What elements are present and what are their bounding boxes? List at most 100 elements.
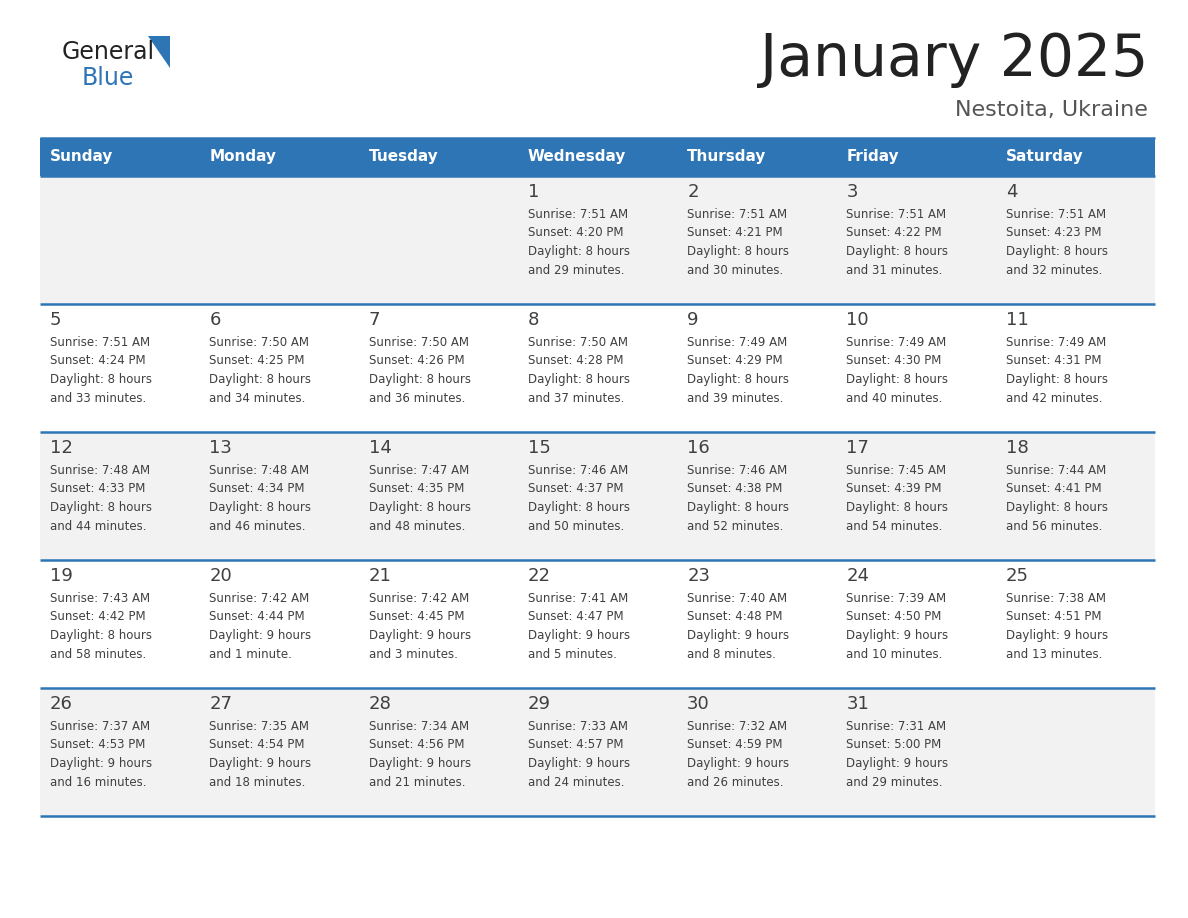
- Text: 20: 20: [209, 567, 232, 585]
- Text: Daylight: 9 hours: Daylight: 9 hours: [687, 757, 789, 770]
- Text: and 58 minutes.: and 58 minutes.: [50, 648, 146, 662]
- Bar: [518, 138, 677, 176]
- Text: Daylight: 8 hours: Daylight: 8 hours: [846, 374, 948, 386]
- Text: 14: 14: [368, 439, 392, 457]
- Text: 31: 31: [846, 695, 870, 713]
- Text: Tuesday: Tuesday: [368, 150, 438, 164]
- Text: Sunset: 4:51 PM: Sunset: 4:51 PM: [1006, 610, 1101, 623]
- Bar: [200, 176, 359, 304]
- Text: Daylight: 8 hours: Daylight: 8 hours: [1006, 501, 1107, 514]
- Text: Blue: Blue: [82, 66, 134, 90]
- Text: and 39 minutes.: and 39 minutes.: [687, 393, 784, 406]
- Text: Sunrise: 7:50 AM: Sunrise: 7:50 AM: [527, 335, 627, 349]
- Text: and 33 minutes.: and 33 minutes.: [50, 393, 146, 406]
- Text: Sunrise: 7:50 AM: Sunrise: 7:50 AM: [209, 335, 309, 349]
- Text: Sunrise: 7:33 AM: Sunrise: 7:33 AM: [527, 720, 627, 733]
- Text: Sunrise: 7:38 AM: Sunrise: 7:38 AM: [1006, 591, 1106, 604]
- Text: Nestoita, Ukraine: Nestoita, Ukraine: [955, 100, 1148, 120]
- Text: Sunset: 4:47 PM: Sunset: 4:47 PM: [527, 610, 624, 623]
- Text: 11: 11: [1006, 311, 1029, 329]
- Text: Sunrise: 7:46 AM: Sunrise: 7:46 AM: [527, 464, 628, 476]
- Text: and 52 minutes.: and 52 minutes.: [687, 521, 784, 533]
- Text: 23: 23: [687, 567, 710, 585]
- Bar: [996, 138, 1155, 176]
- Text: and 42 minutes.: and 42 minutes.: [1006, 393, 1102, 406]
- Text: Thursday: Thursday: [687, 150, 766, 164]
- Bar: [677, 560, 836, 688]
- Bar: [359, 688, 518, 816]
- Text: Sunrise: 7:51 AM: Sunrise: 7:51 AM: [50, 335, 150, 349]
- Text: and 31 minutes.: and 31 minutes.: [846, 264, 943, 277]
- Bar: [518, 432, 677, 560]
- Bar: [677, 304, 836, 432]
- Text: Daylight: 9 hours: Daylight: 9 hours: [846, 630, 948, 643]
- Text: 16: 16: [687, 439, 710, 457]
- Text: 22: 22: [527, 567, 551, 585]
- Text: 10: 10: [846, 311, 870, 329]
- Bar: [677, 688, 836, 816]
- Text: 17: 17: [846, 439, 870, 457]
- Bar: [518, 688, 677, 816]
- Text: and 18 minutes.: and 18 minutes.: [209, 777, 305, 789]
- Bar: [40, 176, 200, 304]
- Text: Sunrise: 7:49 AM: Sunrise: 7:49 AM: [687, 335, 788, 349]
- Text: Sunrise: 7:39 AM: Sunrise: 7:39 AM: [846, 591, 947, 604]
- Text: Sunset: 4:37 PM: Sunset: 4:37 PM: [527, 483, 624, 496]
- Bar: [200, 304, 359, 432]
- Text: Sunset: 4:45 PM: Sunset: 4:45 PM: [368, 610, 465, 623]
- Text: General: General: [62, 40, 156, 64]
- Text: and 10 minutes.: and 10 minutes.: [846, 648, 943, 662]
- Text: Sunrise: 7:45 AM: Sunrise: 7:45 AM: [846, 464, 947, 476]
- Bar: [40, 688, 200, 816]
- Text: Sunset: 4:28 PM: Sunset: 4:28 PM: [527, 354, 624, 367]
- Text: Daylight: 9 hours: Daylight: 9 hours: [687, 630, 789, 643]
- Text: 6: 6: [209, 311, 221, 329]
- Text: Sunset: 5:00 PM: Sunset: 5:00 PM: [846, 738, 942, 752]
- Text: and 30 minutes.: and 30 minutes.: [687, 264, 783, 277]
- Text: and 48 minutes.: and 48 minutes.: [368, 521, 465, 533]
- Bar: [518, 560, 677, 688]
- Bar: [200, 688, 359, 816]
- Text: 1: 1: [527, 183, 539, 201]
- Text: Sunset: 4:59 PM: Sunset: 4:59 PM: [687, 738, 783, 752]
- Bar: [359, 304, 518, 432]
- Bar: [836, 432, 996, 560]
- Text: Sunset: 4:24 PM: Sunset: 4:24 PM: [50, 354, 146, 367]
- Text: Sunset: 4:39 PM: Sunset: 4:39 PM: [846, 483, 942, 496]
- Text: 19: 19: [50, 567, 72, 585]
- Text: Daylight: 8 hours: Daylight: 8 hours: [209, 501, 311, 514]
- Text: and 5 minutes.: and 5 minutes.: [527, 648, 617, 662]
- Text: Daylight: 8 hours: Daylight: 8 hours: [1006, 374, 1107, 386]
- Text: 28: 28: [368, 695, 392, 713]
- Text: Monday: Monday: [209, 150, 277, 164]
- Bar: [996, 432, 1155, 560]
- Bar: [836, 176, 996, 304]
- Text: 25: 25: [1006, 567, 1029, 585]
- Bar: [996, 176, 1155, 304]
- Text: Sunset: 4:57 PM: Sunset: 4:57 PM: [527, 738, 624, 752]
- Text: 4: 4: [1006, 183, 1017, 201]
- Text: Sunrise: 7:47 AM: Sunrise: 7:47 AM: [368, 464, 469, 476]
- Text: Sunrise: 7:51 AM: Sunrise: 7:51 AM: [527, 207, 628, 220]
- Bar: [996, 688, 1155, 816]
- Text: Sunrise: 7:48 AM: Sunrise: 7:48 AM: [209, 464, 309, 476]
- Text: January 2025: January 2025: [759, 31, 1148, 88]
- Bar: [200, 432, 359, 560]
- Text: Daylight: 9 hours: Daylight: 9 hours: [846, 757, 948, 770]
- Text: Sunrise: 7:51 AM: Sunrise: 7:51 AM: [846, 207, 947, 220]
- Text: Sunrise: 7:43 AM: Sunrise: 7:43 AM: [50, 591, 150, 604]
- Text: Sunrise: 7:41 AM: Sunrise: 7:41 AM: [527, 591, 628, 604]
- Text: Daylight: 8 hours: Daylight: 8 hours: [368, 374, 470, 386]
- Text: 9: 9: [687, 311, 699, 329]
- Text: Sunset: 4:53 PM: Sunset: 4:53 PM: [50, 738, 145, 752]
- Text: 7: 7: [368, 311, 380, 329]
- Text: Sunrise: 7:49 AM: Sunrise: 7:49 AM: [1006, 335, 1106, 349]
- Text: and 34 minutes.: and 34 minutes.: [209, 393, 305, 406]
- Text: Sunrise: 7:51 AM: Sunrise: 7:51 AM: [687, 207, 788, 220]
- Bar: [996, 560, 1155, 688]
- Text: Sunset: 4:54 PM: Sunset: 4:54 PM: [209, 738, 305, 752]
- Bar: [200, 138, 359, 176]
- Text: Sunset: 4:50 PM: Sunset: 4:50 PM: [846, 610, 942, 623]
- Text: Sunrise: 7:50 AM: Sunrise: 7:50 AM: [368, 335, 468, 349]
- Bar: [677, 138, 836, 176]
